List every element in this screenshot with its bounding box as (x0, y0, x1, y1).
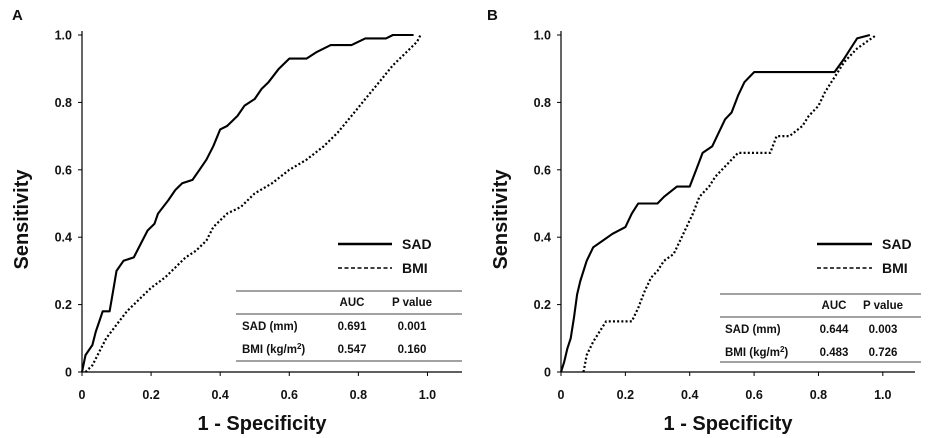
panel-letter: B (487, 7, 498, 24)
y-tick-label: 0 (65, 366, 72, 380)
y-tick-label: 0.8 (534, 96, 551, 110)
panel-letter: A (12, 7, 23, 24)
table-cell-auc: 0.691 (338, 321, 367, 333)
table-row-label: SAD (mm) (242, 321, 298, 333)
chart-panel-a: A 0 0.2 0.4 0.6 0.8 1.0 0 0.2 0.4 0.6 0.8 1.0 1 - Spe… (11, 7, 462, 435)
y-tick-label: 0.4 (534, 231, 551, 245)
x-tick-label: 1.0 (419, 388, 436, 402)
y-tick-label: 0.6 (55, 163, 72, 177)
legend-label-bmi: BMI (402, 260, 428, 276)
table-cell-p-value: 0.001 (398, 321, 427, 333)
auc-table: AUC P value SAD (mm) 0.644 0.003 BMI (kg/m2) 0… (720, 293, 921, 363)
series-line-sad (80, 33, 414, 373)
y-tick-label: 0.8 (55, 96, 72, 110)
table-cell-auc: 0.483 (820, 347, 849, 359)
y-tick-label: 1.0 (534, 29, 551, 43)
y-tick-label: 0.4 (55, 231, 72, 245)
x-tick-label: 0.8 (810, 388, 827, 402)
y-axis-title: Sensitivity (490, 169, 512, 270)
table-header-auc: AUC (340, 297, 365, 309)
legend-label-sad: SAD (402, 236, 432, 252)
legend: SAD BMI (338, 236, 432, 276)
series-line-bmi (582, 34, 878, 373)
x-tick-label: 0.6 (281, 388, 298, 402)
table-header-p-value: P value (863, 300, 903, 312)
x-tick-label: 0 (558, 388, 565, 402)
x-tick-label: 0 (79, 388, 86, 402)
table-cell-auc: 0.644 (820, 324, 849, 336)
x-axis-title: 1 - Specificity (664, 413, 794, 435)
x-axis-title: 1 - Specificity (198, 413, 328, 435)
legend-label-bmi: BMI (882, 260, 908, 276)
x-tick-label: 0.2 (617, 388, 634, 402)
y-axis-title: Sensitivity (11, 169, 33, 270)
table-header-auc: AUC (822, 300, 847, 312)
y-tick-label: 0.2 (55, 298, 72, 312)
table-row-label: BMI (kg/m2) (725, 345, 788, 359)
y-tick-label: 0.2 (534, 298, 551, 312)
x-tick-label: 0.4 (681, 388, 698, 402)
chart-panel-b: B 0 0.2 0.4 0.6 0.8 1.0 0 0.2 0.4 0.6 0.8 1.0 1 - Spe… (487, 7, 921, 435)
x-tick-label: 1.0 (874, 388, 891, 402)
table-cell-p-value: 0.003 (869, 324, 898, 336)
y-tick-label: 1.0 (55, 29, 72, 43)
series-line-bmi (84, 34, 422, 373)
y-tick-label: 0.6 (534, 163, 551, 177)
x-tick-label: 0.4 (211, 388, 228, 402)
auc-table: AUC P value SAD (mm) 0.691 0.001 BMI (kg/m2) 0… (236, 290, 462, 362)
table-row-label: SAD (mm) (725, 324, 781, 336)
table-header-p-value: P value (392, 297, 432, 309)
series-line-sad (559, 33, 871, 373)
y-tick-label: 0 (544, 366, 551, 380)
table-cell-auc: 0.547 (338, 344, 367, 356)
x-tick-label: 0.2 (142, 388, 159, 402)
table-cell-p-value: 0.726 (869, 347, 898, 359)
table-cell-p-value: 0.160 (398, 344, 427, 356)
legend-label-sad: SAD (882, 236, 912, 252)
table-row-label: BMI (kg/m2) (242, 342, 305, 356)
x-tick-label: 0.8 (350, 388, 367, 402)
x-tick-label: 0.6 (745, 388, 762, 402)
legend: SAD BMI (817, 236, 912, 276)
